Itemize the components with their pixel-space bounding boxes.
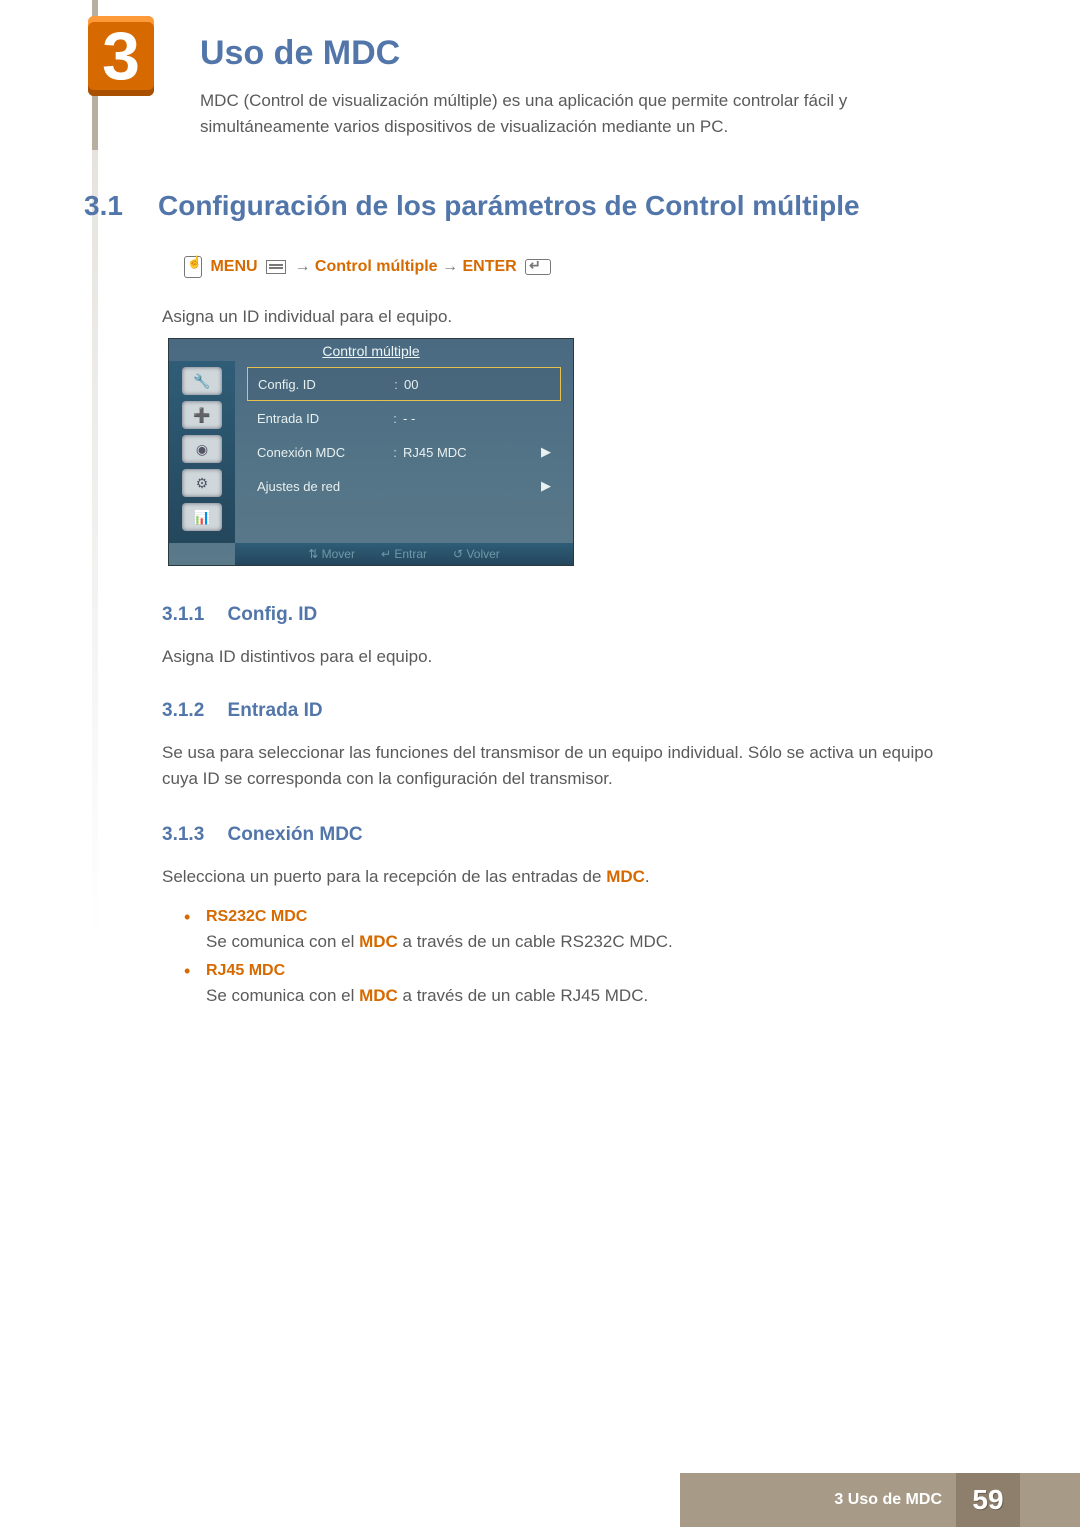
side-stripe-gradient — [92, 150, 98, 1280]
subsection-lead: Selecciona un puerto para la recepción d… — [162, 864, 962, 890]
osd-row-label: Entrada ID — [257, 411, 387, 426]
nav-step: Control múltiple — [315, 258, 438, 275]
osd-footer-enter: ↵ Entrar — [381, 547, 427, 561]
osd-row-label: Config. ID — [258, 377, 388, 392]
chapter-title: Uso de MDC — [200, 34, 400, 73]
osd-footer-enter-label: Entrar — [394, 547, 427, 561]
subsection-text: Se usa para seleccionar las funciones de… — [162, 740, 962, 793]
nav-arrow-2: → — [442, 258, 458, 275]
list-item-text: Se comunica con el MDC a través de un ca… — [206, 986, 944, 1006]
list-item-pre: Se comunica con el — [206, 932, 359, 951]
subsection-title: Entrada ID — [228, 700, 323, 721]
list-item-title: RJ45 MDC — [206, 962, 944, 980]
osd-row[interactable]: Ajustes de red ▶ — [247, 469, 561, 503]
subsection-title: Conexión MDC — [228, 824, 363, 845]
osd-row[interactable]: Entrada ID : - - — [247, 401, 561, 435]
osd-row-value: - - — [403, 411, 533, 426]
osd-menu: Control múltiple 🔧 ➕ ◉ ⚙ 📊 Config. ID : … — [168, 338, 574, 566]
footer: 3 Uso de MDC 59 — [834, 1473, 1020, 1527]
page-number: 59 — [956, 1473, 1020, 1527]
osd-sidebar: 🔧 ➕ ◉ ⚙ 📊 — [169, 361, 235, 543]
remote-icon — [184, 256, 202, 278]
back-icon: ↺ — [453, 547, 463, 561]
lead-b: . — [645, 867, 650, 886]
osd-side-icon: ➕ — [182, 401, 222, 429]
osd-row-label: Ajustes de red — [257, 479, 387, 494]
osd-footer: ⇅ Mover ↵ Entrar ↺ Volver — [235, 543, 573, 565]
page: 3 Uso de MDC MDC (Control de visualizaci… — [0, 0, 1080, 1527]
list-item-text: Se comunica con el MDC a través de un ca… — [206, 932, 944, 952]
section-title: Configuración de los parámetros de Contr… — [158, 190, 978, 222]
list-item-mdc: MDC — [359, 932, 398, 951]
list-item: RS232C MDC Se comunica con el MDC a trav… — [184, 908, 944, 952]
list-item: RJ45 MDC Se comunica con el MDC a través… — [184, 962, 944, 1006]
section-number: 3.1 — [84, 190, 123, 222]
assign-text: Asigna un ID individual para el equipo. — [162, 304, 452, 330]
enter-small-icon: ↵ — [381, 547, 391, 561]
subsection-heading: 3.1.3 Conexión MDC — [162, 824, 363, 846]
list-item-title: RS232C MDC — [206, 908, 944, 926]
enter-icon — [525, 259, 551, 275]
osd-side-icon: 🔧 — [182, 367, 222, 395]
osd-row-colon: : — [387, 411, 403, 426]
list-item-mdc: MDC — [359, 986, 398, 1005]
bullet-list: RS232C MDC Se comunica con el MDC a trav… — [184, 898, 944, 1006]
osd-side-icon: 📊 — [182, 503, 222, 531]
nav-menu-label: MENU — [210, 258, 257, 275]
subsection-number: 3.1.2 — [162, 700, 204, 721]
subsection-text: Asigna ID distintivos para el equipo. — [162, 644, 432, 670]
osd-row-arrow-icon: ▶ — [533, 444, 551, 460]
osd-row-arrow-icon: ▶ — [533, 478, 551, 494]
menu-path: MENU → Control múltiple → ENTER — [180, 256, 555, 278]
move-icon: ⇅ — [308, 547, 318, 561]
nav-arrow-1: → — [294, 258, 310, 275]
osd-title: Control múltiple — [169, 343, 573, 359]
footer-label: 3 Uso de MDC — [834, 1491, 942, 1509]
osd-body: Config. ID : 00 Entrada ID : - - Conexió… — [235, 361, 573, 543]
subsection-heading: 3.1.2 Entrada ID — [162, 700, 323, 722]
osd-footer-move: ⇅ Mover — [308, 547, 355, 561]
osd-row-colon: : — [387, 445, 403, 460]
chapter-intro: MDC (Control de visualización múltiple) … — [200, 88, 900, 141]
osd-row-value: RJ45 MDC — [403, 445, 533, 460]
list-item-pre: Se comunica con el — [206, 986, 359, 1005]
osd-row[interactable]: Config. ID : 00 — [247, 367, 561, 401]
subsection-heading: 3.1.1 Config. ID — [162, 604, 317, 626]
subsection-title: Config. ID — [228, 604, 318, 625]
osd-row-label: Conexión MDC — [257, 445, 387, 460]
osd-row-colon: : — [388, 377, 404, 392]
osd-side-icon: ⚙ — [182, 469, 222, 497]
osd-side-icon: ◉ — [182, 435, 222, 463]
lead-mdc: MDC — [606, 867, 645, 886]
osd-footer-move-label: Mover — [322, 547, 355, 561]
list-item-post: a través de un cable RJ45 MDC. — [398, 986, 648, 1005]
list-item-post: a través de un cable RS232C MDC. — [398, 932, 673, 951]
osd-row-value: 00 — [404, 377, 532, 392]
osd-row[interactable]: Conexión MDC : RJ45 MDC ▶ — [247, 435, 561, 469]
osd-footer-back-label: Volver — [466, 547, 499, 561]
lead-a: Selecciona un puerto para la recepción d… — [162, 867, 606, 886]
subsection-number: 3.1.3 — [162, 824, 204, 845]
subsection-number: 3.1.1 — [162, 604, 204, 625]
osd-footer-back: ↺ Volver — [453, 547, 500, 561]
chapter-badge: 3 — [88, 16, 154, 96]
nav-enter-label: ENTER — [462, 258, 516, 275]
menu-icon — [266, 260, 286, 274]
